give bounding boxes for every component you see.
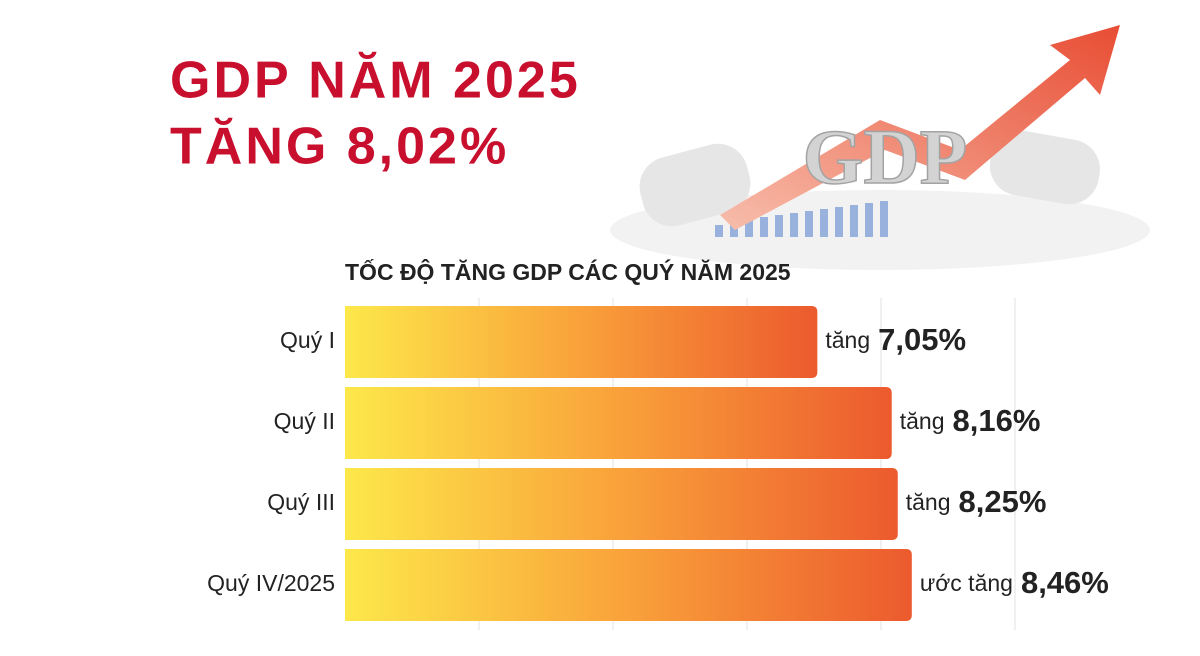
- value-prefix: ước tăng: [920, 570, 1013, 596]
- value-label: tăng 8,16%: [900, 403, 1041, 438]
- category-label: Quý II: [274, 408, 335, 434]
- category-label: Quý IV/2025: [207, 570, 335, 596]
- value-prefix: tăng: [906, 489, 951, 515]
- bar: [345, 387, 892, 459]
- value-label: tăng 8,25%: [906, 484, 1047, 519]
- value-number: 7,05%: [878, 322, 966, 357]
- title: GDP NĂM 2025: [170, 52, 581, 110]
- value-label: ước tăng 8,46%: [920, 565, 1109, 600]
- value-prefix: tăng: [900, 408, 945, 434]
- subtitle: TĂNG 8,02%: [170, 118, 509, 176]
- category-label: Quý I: [280, 327, 335, 353]
- plot: Quý I tăng 7,05% Quý II tăng 8,16% Quý III tăng…: [207, 298, 1109, 630]
- decoration: GDP: [610, 25, 1150, 270]
- value-number: 8,25%: [959, 484, 1047, 519]
- chart-title: TỐC ĐỘ TĂNG GDP CÁC QUÝ NĂM 2025: [345, 258, 791, 285]
- value-number: 8,46%: [1021, 565, 1109, 600]
- category-label: Quý III: [267, 489, 335, 515]
- bar: [345, 549, 912, 621]
- image-label: GDP: [803, 113, 968, 200]
- value-number: 8,16%: [952, 403, 1040, 438]
- bar: [345, 306, 818, 378]
- bar: [345, 468, 898, 540]
- value-label: tăng 7,05%: [825, 322, 966, 357]
- value-prefix: tăng: [825, 327, 870, 353]
